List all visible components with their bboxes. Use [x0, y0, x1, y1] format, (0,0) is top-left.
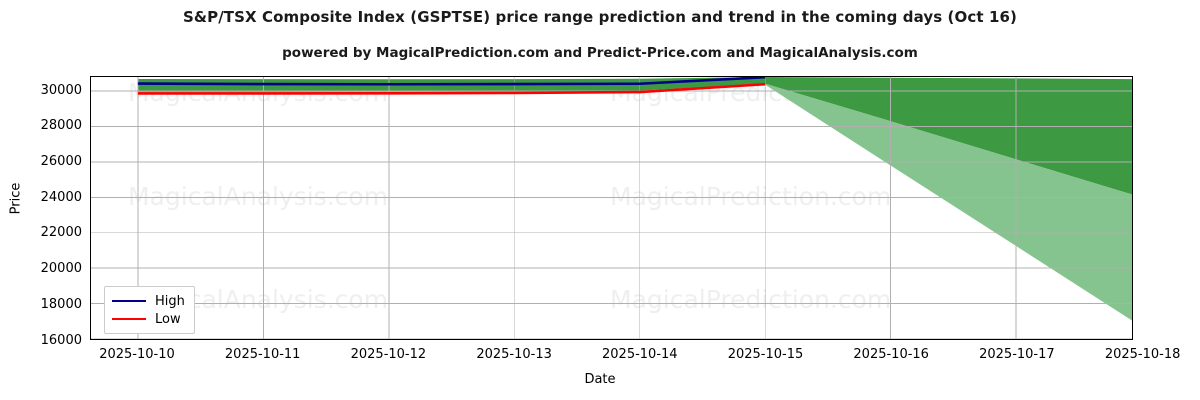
plot-area	[90, 76, 1133, 340]
chart-subtitle: powered by MagicalPrediction.com and Pre…	[282, 45, 918, 61]
x-tick-label: 2025-10-16	[853, 347, 929, 362]
y-axis-label: Price	[8, 182, 24, 215]
x-tick-label: 2025-10-12	[350, 347, 427, 362]
plot-svg	[91, 77, 1132, 339]
legend-item-high[interactable]: High	[112, 292, 185, 310]
chart-title: S&P/TSX Composite Index (GSPTSE) price r…	[183, 8, 1017, 26]
x-tick-label: 2025-10-10	[99, 347, 175, 362]
legend-swatch-high	[112, 300, 146, 302]
legend-item-low[interactable]: Low	[112, 310, 185, 328]
y-tick-label: 20000	[40, 261, 82, 277]
x-tick-label: 2025-10-18	[1104, 347, 1181, 362]
grid-lines	[91, 77, 1132, 339]
y-tick-label: 24000	[40, 189, 82, 205]
y-tick-label: 16000	[40, 332, 82, 348]
series-lines	[137, 77, 766, 95]
y-tick-label: 26000	[40, 154, 82, 170]
x-axis-label: Date	[584, 372, 616, 387]
y-tick-label: 22000	[40, 225, 82, 241]
legend-label: Low	[155, 311, 181, 327]
chart-legend: High Low	[104, 286, 195, 334]
y-tick-label: 30000	[40, 82, 82, 98]
x-tick-label: 2025-10-17	[979, 347, 1055, 362]
prediction-bands	[137, 77, 1132, 321]
y-tick-label: 28000	[40, 118, 82, 134]
y-tick-label: 18000	[40, 296, 82, 312]
x-tick-label: 2025-10-14	[602, 347, 678, 362]
legend-label: High	[155, 293, 185, 309]
legend-swatch-low	[112, 318, 146, 320]
x-tick-label: 2025-10-13	[476, 347, 552, 362]
x-tick-label: 2025-10-15	[727, 347, 804, 362]
y-axis-ticks: 16000 18000 20000 22000 24000 26000 28000 30000	[8, 0, 82, 400]
x-tick-label: 2025-10-11	[224, 347, 301, 362]
